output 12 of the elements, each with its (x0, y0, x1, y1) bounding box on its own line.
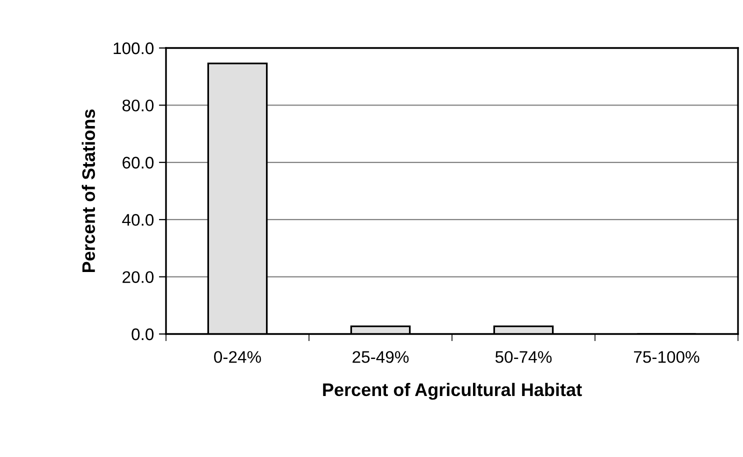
x-tick-label: 75-100% (634, 351, 700, 363)
y-tick-label: 20.0 (122, 271, 154, 284)
x-tick-label: 0-24% (214, 351, 261, 363)
x-tick-label: 25-49% (352, 351, 409, 363)
y-axis-title: Percent of Stations (82, 109, 96, 272)
x-tick-label: 50-74% (495, 351, 552, 363)
y-tick-label: 0.0 (132, 328, 154, 340)
y-tick-label: 60.0 (122, 156, 154, 169)
y-tick-label: 40.0 (122, 214, 154, 226)
y-tick-label: 100.0 (114, 42, 154, 54)
y-tick-label: 80.0 (122, 100, 154, 112)
x-axis-title: Percent of Agricultural Habitat (323, 382, 582, 400)
